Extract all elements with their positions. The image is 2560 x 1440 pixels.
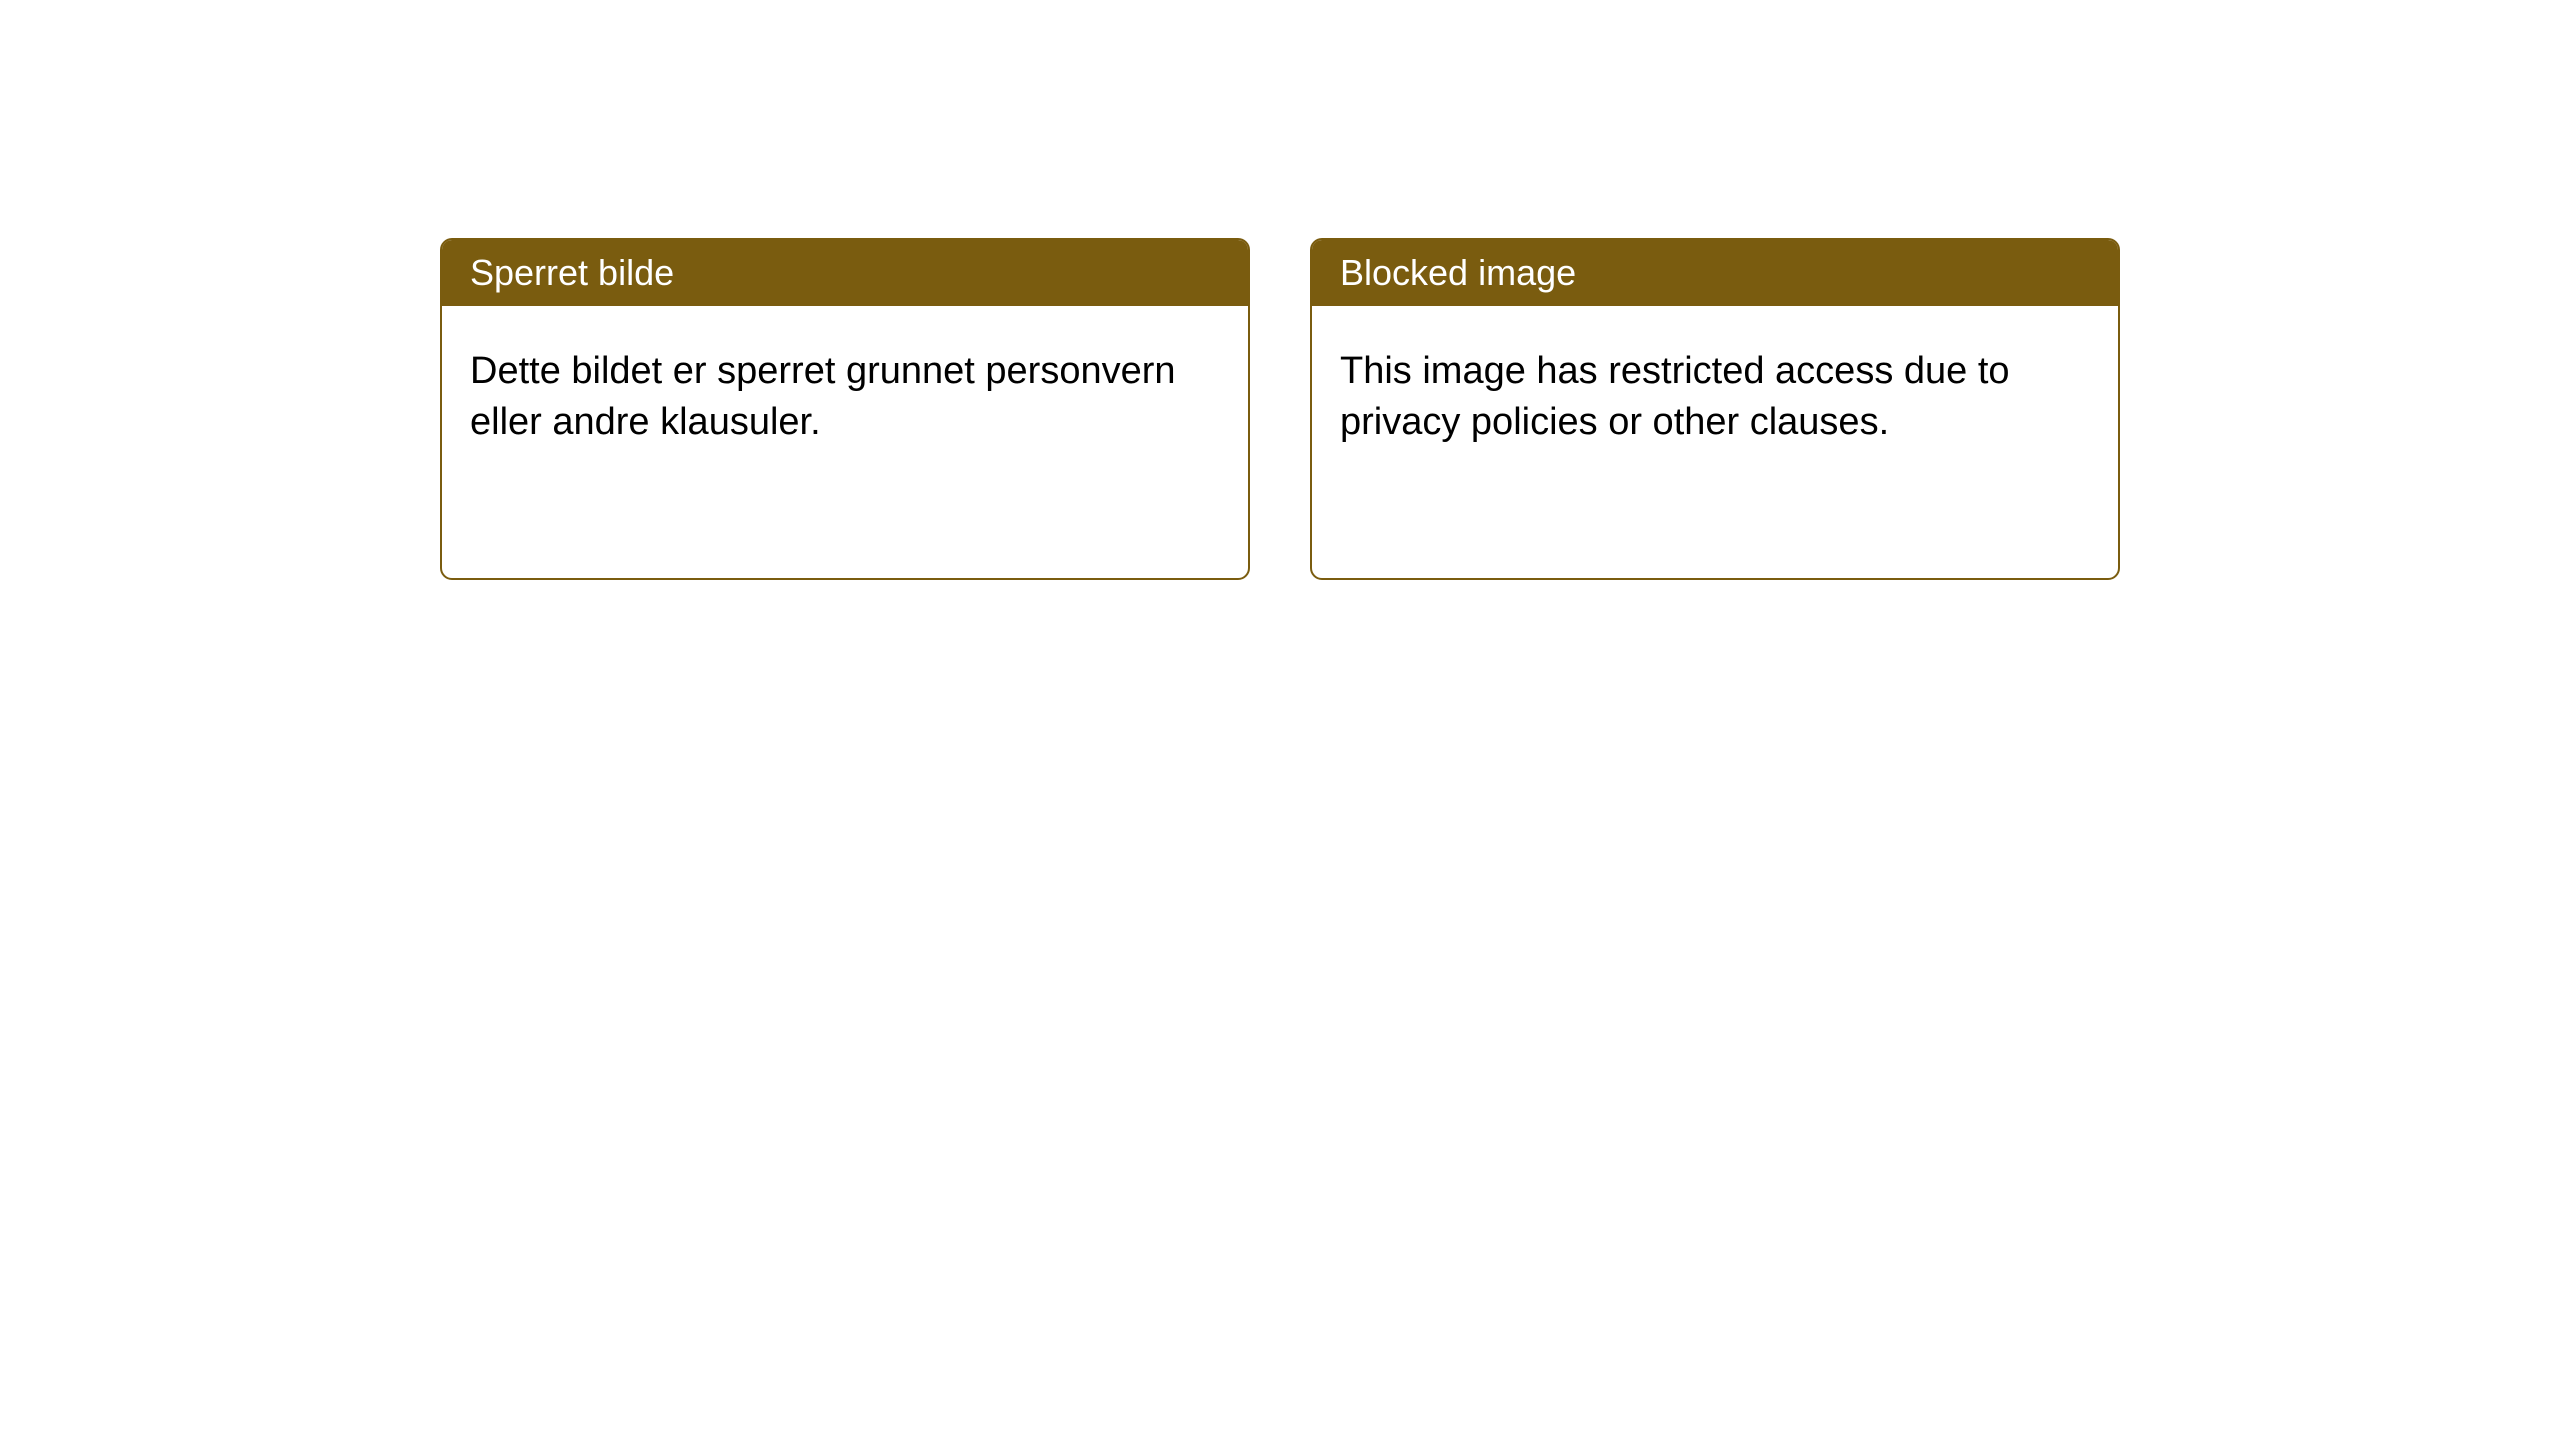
card-header: Blocked image <box>1312 240 2118 306</box>
notice-cards-container: Sperret bilde Dette bildet er sperret gr… <box>440 238 2120 580</box>
notice-card-norwegian: Sperret bilde Dette bildet er sperret gr… <box>440 238 1250 580</box>
notice-card-english: Blocked image This image has restricted … <box>1310 238 2120 580</box>
card-body: This image has restricted access due to … <box>1312 306 2118 489</box>
card-body: Dette bildet er sperret grunnet personve… <box>442 306 1248 489</box>
card-header: Sperret bilde <box>442 240 1248 306</box>
